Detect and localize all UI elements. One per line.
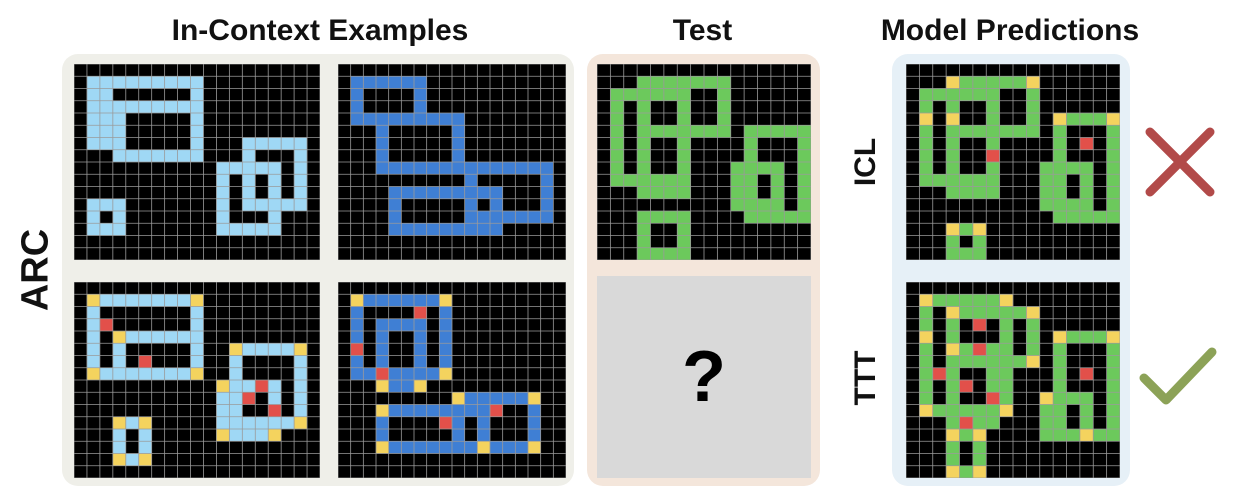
label-icl: ICL — [849, 137, 882, 187]
heading-model-predictions: Model Predictions — [880, 14, 1140, 47]
example-1-input-grid — [74, 64, 320, 260]
row-label-arc: ARC — [14, 228, 57, 312]
ttt-prediction-grid — [906, 282, 1120, 478]
example-1-output-grid — [74, 282, 320, 478]
heading-in-context-examples: In-Context Examples — [171, 14, 469, 47]
cross-icon — [1145, 127, 1215, 197]
example-2-output-grid — [338, 282, 566, 478]
check-icon — [1139, 347, 1217, 405]
icl-prediction-grid — [906, 64, 1120, 260]
label-ttt: TTT — [849, 350, 882, 406]
example-2-input-grid — [338, 64, 566, 260]
test-output-placeholder: ? — [597, 276, 811, 478]
test-input-grid — [597, 64, 811, 260]
question-mark: ? — [682, 337, 726, 417]
heading-test: Test — [672, 14, 733, 47]
